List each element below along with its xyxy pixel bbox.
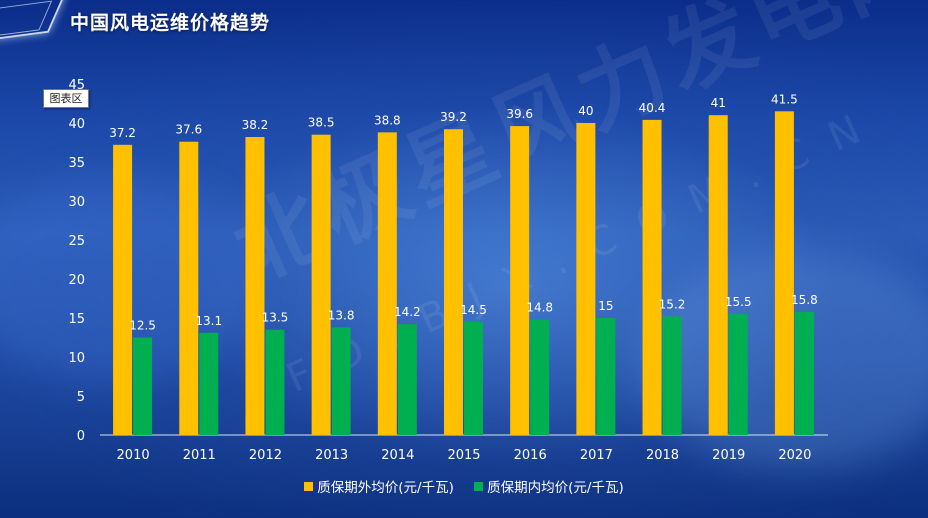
data-label-series-1-2017: 40 [578, 104, 593, 118]
bar-series-1-2010 [113, 144, 133, 435]
x-tick-label: 2017 [580, 448, 613, 463]
data-label-series-1-2010: 37.2 [109, 126, 136, 140]
bar-series-2-2020 [794, 311, 814, 435]
bar-series-1-2016 [510, 126, 530, 436]
bar-series-1-2020 [774, 111, 794, 436]
legend-label-series-1: 质保期外均价(元/千瓦) [317, 480, 454, 496]
bar-series-2-2013 [331, 327, 351, 435]
bar-series-2-2018 [662, 316, 682, 435]
x-tick-label: 2015 [447, 448, 480, 463]
y-tick-label: 40 [68, 117, 85, 132]
data-label-series-1-2015: 39.2 [440, 110, 467, 124]
x-tick-label: 2012 [249, 448, 282, 463]
data-label-series-2-2014: 14.2 [394, 305, 421, 319]
legend-item-series-2[interactable]: 质保期内均价(元/千瓦) [474, 476, 624, 496]
x-tick-label: 2010 [117, 448, 150, 463]
data-label-series-2-2011: 13.1 [195, 314, 222, 328]
bar-series-1-2017 [576, 123, 596, 435]
page-title: 中国风电运维价格趋势 [70, 12, 271, 34]
data-label-series-1-2011: 37.6 [175, 123, 202, 137]
bar-series-1-2015 [444, 129, 463, 436]
data-label-series-1-2018: 40.4 [639, 101, 666, 115]
y-tick-label: 10 [68, 351, 85, 366]
bar-series-1-2011 [179, 141, 199, 435]
data-label-series-2-2020: 15.8 [791, 293, 818, 307]
data-label-series-2-2016: 14.8 [526, 301, 553, 315]
y-tick-label: 20 [68, 273, 85, 288]
x-tick-label: 2014 [381, 448, 414, 463]
y-tick-label: 0 [77, 429, 85, 444]
data-label-series-1-2016: 39.6 [506, 107, 533, 121]
data-label-series-1-2014: 38.8 [374, 113, 401, 127]
y-tick-label: 5 [77, 390, 85, 405]
legend-item-series-1[interactable]: 质保期外均价(元/千瓦) [304, 476, 454, 496]
bar-series-1-2018 [642, 119, 662, 435]
bar-series-2-2011 [199, 332, 219, 435]
x-tick-label: 2019 [712, 448, 745, 463]
data-label-series-1-2019: 41 [711, 96, 726, 110]
bar-series-1-2012 [245, 137, 265, 436]
data-label-series-1-2020: 41.5 [771, 92, 798, 106]
data-label-series-2-2010: 12.5 [129, 319, 156, 333]
x-tick-label: 2011 [183, 448, 216, 463]
bar-series-2-2012 [265, 329, 285, 435]
legend-label-series-2: 质保期内均价(元/千瓦) [487, 480, 624, 496]
bar-series-2-2010 [133, 337, 153, 435]
data-label-series-1-2013: 38.5 [308, 116, 335, 130]
x-tick-label: 2013 [315, 448, 348, 463]
data-label-series-2-2013: 13.8 [328, 308, 355, 322]
data-label-series-2-2012: 13.5 [262, 311, 289, 325]
legend-swatch-series-2 [474, 481, 484, 491]
data-label-series-1-2012: 38.2 [242, 118, 269, 132]
legend-swatch-series-1 [304, 481, 314, 491]
y-tick-label: 25 [68, 234, 85, 249]
x-tick-label: 2016 [514, 448, 547, 463]
y-tick-label: 15 [68, 312, 85, 327]
data-label-series-2-2015: 14.5 [460, 303, 487, 317]
bar-series-2-2016 [530, 319, 550, 435]
y-tick-label: 35 [68, 156, 85, 171]
data-label-series-2-2017: 15 [598, 299, 613, 313]
bar-series-2-2017 [596, 318, 616, 435]
bar-series-1-2019 [708, 115, 728, 435]
chart-area-tooltip: 图表区 [43, 89, 89, 108]
y-tick-label: 30 [68, 195, 85, 210]
x-tick-label: 2018 [646, 448, 679, 463]
chart-legend: 质保期外均价(元/千瓦) 质保期内均价(元/千瓦) [0, 476, 928, 496]
bar-series-1-2014 [377, 132, 397, 436]
data-label-series-2-2019: 15.5 [725, 295, 752, 309]
bar-series-2-2014 [397, 324, 417, 435]
x-tick-label: 2020 [778, 448, 811, 463]
bar-series-2-2015 [464, 321, 483, 435]
bar-series-1-2013 [311, 134, 331, 435]
bar-series-2-2019 [728, 314, 748, 435]
data-label-series-2-2018: 15.2 [659, 297, 686, 311]
